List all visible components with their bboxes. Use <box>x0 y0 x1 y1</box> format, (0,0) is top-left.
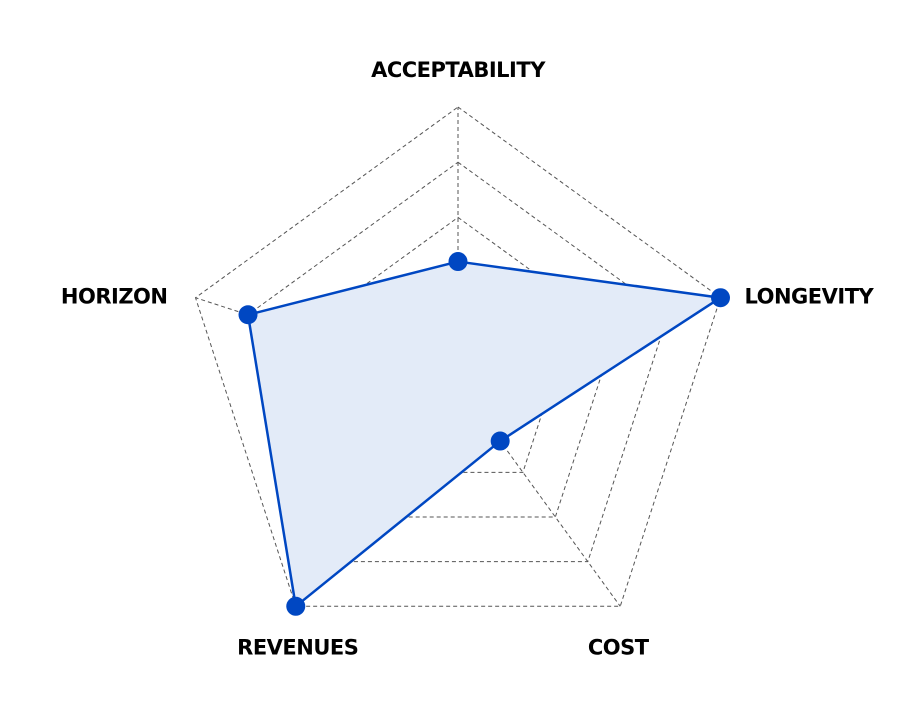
radar-series <box>238 252 730 616</box>
data-point-acceptability <box>448 252 468 272</box>
axis-label-revenues: REVENUES <box>237 635 358 659</box>
axis-label-horizon: HORIZON <box>61 285 168 309</box>
data-point-horizon <box>238 305 258 325</box>
grid-ring-4 <box>247 161 669 563</box>
data-point-revenues <box>286 596 306 616</box>
series-area <box>246 260 722 608</box>
axis-labels: ACCEPTABILITY LONGEVITY COST REVENUES HORIZO… <box>61 58 875 659</box>
data-point-cost <box>490 431 510 451</box>
grid-ring-5 <box>194 106 722 607</box>
axis-label-cost: COST <box>588 635 650 659</box>
axis-label-acceptability: ACCEPTABILITY <box>371 58 546 82</box>
data-point-longevity <box>710 288 730 308</box>
axis-label-longevity: LONGEVITY <box>744 285 874 309</box>
